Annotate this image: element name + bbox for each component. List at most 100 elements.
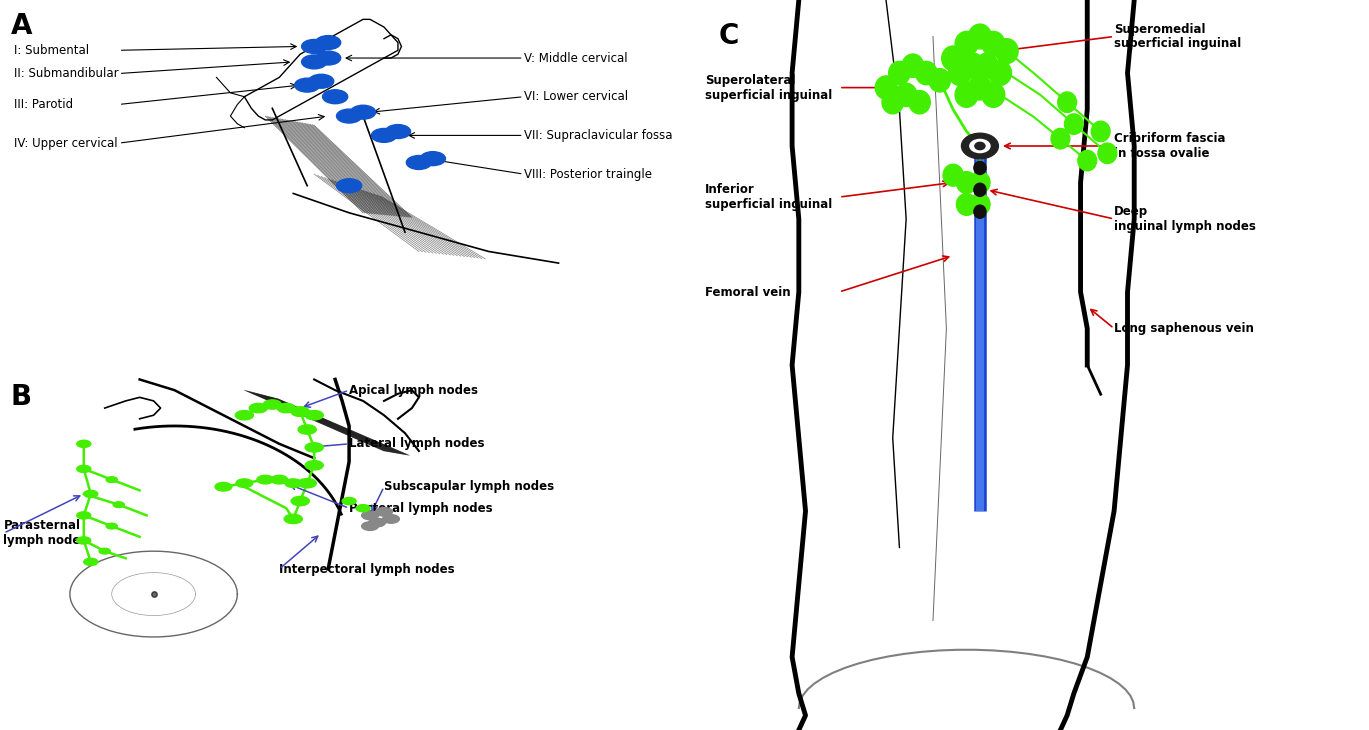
Circle shape <box>215 483 231 491</box>
Circle shape <box>305 443 323 452</box>
Circle shape <box>285 479 301 488</box>
Circle shape <box>882 91 904 114</box>
Circle shape <box>943 164 964 186</box>
Circle shape <box>916 61 936 85</box>
Circle shape <box>1098 143 1117 164</box>
Circle shape <box>888 61 910 85</box>
Ellipse shape <box>961 133 998 159</box>
Circle shape <box>301 55 327 69</box>
Circle shape <box>982 82 1005 107</box>
Circle shape <box>298 479 316 488</box>
Text: II: Submandibular: II: Submandibular <box>14 67 119 80</box>
Circle shape <box>382 515 400 523</box>
Circle shape <box>375 507 393 516</box>
Circle shape <box>305 410 323 420</box>
Circle shape <box>909 91 931 114</box>
Text: Pectoral lymph nodes: Pectoral lymph nodes <box>349 502 493 515</box>
Circle shape <box>249 404 267 412</box>
Circle shape <box>337 109 361 123</box>
Circle shape <box>895 83 917 107</box>
Circle shape <box>356 504 370 512</box>
Circle shape <box>942 46 965 71</box>
Circle shape <box>277 404 296 412</box>
Circle shape <box>957 172 976 193</box>
Circle shape <box>107 523 118 529</box>
Text: Lateral lymph nodes: Lateral lymph nodes <box>349 437 485 450</box>
Circle shape <box>956 82 977 107</box>
Circle shape <box>361 522 378 531</box>
Circle shape <box>263 400 282 409</box>
Circle shape <box>973 205 986 218</box>
Circle shape <box>969 193 990 215</box>
Text: VI: Lower cervical: VI: Lower cervical <box>524 91 628 103</box>
Circle shape <box>1065 114 1083 134</box>
Circle shape <box>285 515 303 523</box>
Circle shape <box>420 152 445 166</box>
Circle shape <box>292 407 309 416</box>
Circle shape <box>969 172 990 193</box>
Circle shape <box>342 498 356 504</box>
Text: Long saphenous vein: Long saphenous vein <box>1114 322 1254 335</box>
Circle shape <box>962 53 984 78</box>
Circle shape <box>368 518 386 527</box>
Circle shape <box>407 155 431 169</box>
Circle shape <box>957 193 976 215</box>
Circle shape <box>1091 121 1110 142</box>
Circle shape <box>77 440 90 447</box>
Circle shape <box>84 558 97 566</box>
Text: B: B <box>11 383 31 411</box>
Text: Subscapular lymph nodes: Subscapular lymph nodes <box>383 480 554 493</box>
Circle shape <box>1051 128 1069 149</box>
Text: Parasternal
lymph nodes: Parasternal lymph nodes <box>4 519 88 548</box>
Circle shape <box>1058 92 1076 112</box>
Circle shape <box>301 39 327 53</box>
Text: A: A <box>11 12 31 39</box>
Circle shape <box>235 410 253 420</box>
Text: IV: Upper cervical: IV: Upper cervical <box>14 137 118 150</box>
Circle shape <box>1077 150 1097 171</box>
Circle shape <box>292 407 309 416</box>
Circle shape <box>323 90 348 104</box>
Circle shape <box>77 537 90 544</box>
Circle shape <box>930 69 950 92</box>
Circle shape <box>995 39 1019 64</box>
Circle shape <box>99 548 111 554</box>
Text: III: Parotid: III: Parotid <box>14 98 73 111</box>
Circle shape <box>968 24 991 49</box>
Circle shape <box>235 479 253 488</box>
Circle shape <box>875 76 897 99</box>
Circle shape <box>271 475 287 484</box>
Text: Interpectoral lymph nodes: Interpectoral lymph nodes <box>279 563 455 575</box>
Circle shape <box>968 75 991 100</box>
Circle shape <box>386 125 411 139</box>
Text: I: Submental: I: Submental <box>14 44 89 57</box>
Circle shape <box>294 78 320 92</box>
Text: Cribriform fascia
in fossa ovalie: Cribriform fascia in fossa ovalie <box>1114 132 1225 160</box>
Circle shape <box>298 425 316 434</box>
Text: Superolateral
superficial inguinal: Superolateral superficial inguinal <box>705 74 832 101</box>
Circle shape <box>975 53 998 78</box>
Circle shape <box>305 461 323 470</box>
Text: Apical lymph nodes: Apical lymph nodes <box>349 384 478 396</box>
Ellipse shape <box>969 139 990 153</box>
Circle shape <box>371 128 397 142</box>
Text: C: C <box>719 22 739 50</box>
Circle shape <box>337 179 361 193</box>
Circle shape <box>316 36 341 50</box>
Circle shape <box>308 74 334 88</box>
Circle shape <box>316 51 341 65</box>
Circle shape <box>107 477 118 483</box>
Ellipse shape <box>975 142 984 150</box>
Circle shape <box>361 511 378 520</box>
Circle shape <box>114 502 125 507</box>
Circle shape <box>988 61 1012 85</box>
Text: VIII: Posterior traingle: VIII: Posterior traingle <box>524 168 652 180</box>
Text: Deep
inguinal lymph nodes: Deep inguinal lymph nodes <box>1114 205 1255 233</box>
Circle shape <box>350 105 375 119</box>
Circle shape <box>956 31 977 56</box>
Text: Inferior
superficial inguinal: Inferior superficial inguinal <box>705 183 832 211</box>
Circle shape <box>257 475 274 484</box>
Circle shape <box>973 183 986 196</box>
Circle shape <box>84 491 97 498</box>
Circle shape <box>902 54 924 77</box>
